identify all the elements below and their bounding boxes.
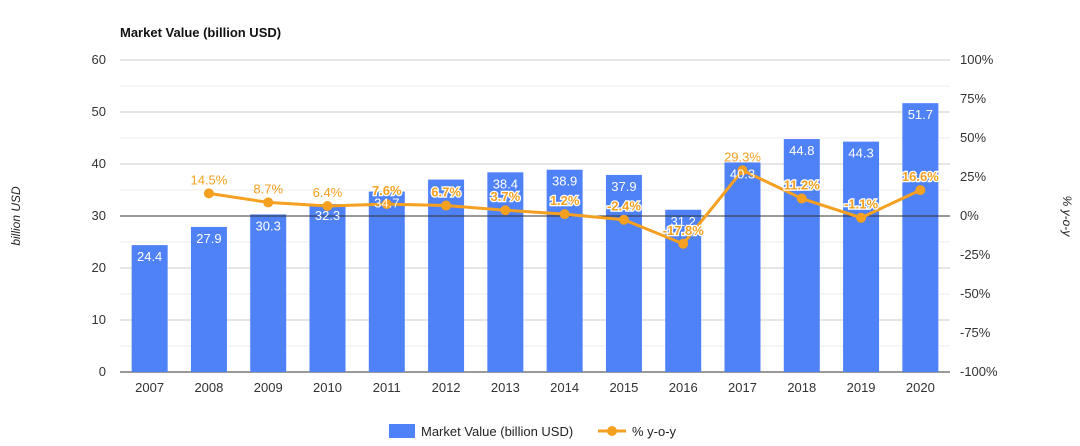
x-tick-label: 2013 [491, 380, 520, 395]
pct-point [441, 200, 452, 211]
x-tick-label: 2014 [550, 380, 579, 395]
x-tick-label: 2016 [669, 380, 698, 395]
pct-value-label: 16.6% [902, 169, 939, 184]
pct-value-label: 14.5% [190, 172, 227, 187]
bar [190, 226, 227, 372]
x-tick-label: 2011 [373, 380, 401, 395]
pct-value-label: 6.4% [313, 185, 343, 200]
pct-value-label: -1.1% [844, 197, 878, 212]
x-tick-label: 2007 [135, 380, 164, 395]
bar [724, 162, 761, 372]
bar [428, 179, 465, 372]
legend-line-label: % y-o-y [632, 424, 677, 439]
y2-axis-title: % y-o-y [1060, 196, 1074, 238]
y-tick-label: 20 [92, 260, 106, 275]
bar-value-label: 34.7 [374, 196, 399, 211]
bar-value-label: 40.3 [730, 166, 755, 181]
x-tick-label: 2015 [609, 380, 638, 395]
bar-value-label: 38.9 [552, 174, 577, 189]
pct-value-label: -2.4% [607, 199, 641, 214]
bar [605, 174, 642, 372]
y2-tick-label: -75% [960, 325, 991, 340]
bar-value-label: 30.3 [256, 218, 281, 233]
x-tick-label: 2008 [194, 380, 223, 395]
x-tick-label: 2017 [728, 380, 757, 395]
legend-bar-label: Market Value (billion USD) [421, 424, 573, 439]
bar-value-label: 31.2 [671, 214, 696, 229]
pct-point [559, 209, 570, 220]
pct-value-label: 29.3% [724, 149, 761, 164]
x-tick-label: 2012 [432, 380, 461, 395]
pct-value-label: 6.7% [431, 185, 461, 200]
x-tick-label: 2019 [847, 380, 876, 395]
bar-value-label: 24.4 [137, 249, 162, 264]
y-axis-title: billion USD [9, 186, 23, 246]
bar-series [131, 103, 939, 372]
pct-point [500, 205, 511, 216]
x-tick-label: 2020 [906, 380, 935, 395]
y2-tick-label: -25% [960, 247, 991, 262]
bar [783, 139, 820, 372]
y2-tick-label: 100% [960, 52, 994, 67]
pct-value-label: 11.2% [784, 178, 821, 193]
pct-value-label: 8.7% [253, 181, 283, 196]
bar [902, 103, 939, 372]
y2-tick-label: -100% [960, 364, 998, 379]
chart-title: Market Value (billion USD) [120, 25, 281, 40]
bar-value-label: 44.3 [848, 146, 873, 161]
x-tick-label: 2010 [313, 380, 342, 395]
y2-tick-label: -50% [960, 286, 991, 301]
pct-value-label: 7.6% [372, 183, 402, 198]
y2-tick-label: 25% [960, 169, 986, 184]
legend: Market Value (billion USD) % y-o-y [389, 424, 677, 439]
pct-point [381, 199, 392, 210]
pct-value-label: 3.7% [491, 189, 521, 204]
bar [250, 214, 287, 372]
y-tick-label: 10 [92, 312, 106, 327]
legend-line-marker [607, 426, 617, 436]
y-tick-label: 60 [92, 52, 106, 67]
pct-point [263, 197, 274, 208]
y-tick-label: 0 [99, 364, 106, 379]
x-tick-label: 2018 [787, 380, 816, 395]
pct-point [203, 188, 214, 199]
bar [309, 204, 346, 372]
y-tick-label: 50 [92, 104, 106, 119]
y-tick-label: 40 [92, 156, 106, 171]
y-tick-label: 30 [92, 208, 106, 223]
bar [131, 245, 168, 372]
y2-tick-label: 50% [960, 130, 986, 145]
pct-point [796, 193, 807, 204]
bar-value-label: 32.3 [315, 208, 340, 223]
bar-value-label: 51.7 [908, 107, 933, 122]
axis-ticks: 0 10 20 30 40 50 60 -100% -75% -50% -25% 0% 25% 50% 75… [92, 52, 998, 395]
pct-point [915, 185, 926, 196]
pct-point [322, 201, 333, 212]
pct-point [856, 212, 867, 223]
bar-value-label: 27.9 [196, 231, 221, 246]
pct-point [737, 165, 748, 176]
legend-bar-swatch [389, 424, 415, 438]
bar [843, 141, 880, 372]
bar-value-label: 38.4 [493, 176, 518, 191]
bar-value-label: 44.8 [789, 143, 814, 158]
x-tick-label: 2009 [254, 380, 283, 395]
pct-value-label: 1.2% [550, 193, 580, 208]
y2-tick-label: 75% [960, 91, 986, 106]
bar-value-label: 37.9 [611, 179, 636, 194]
pct-value-label: -17.8% [663, 223, 705, 238]
pct-point [678, 238, 689, 249]
bar [368, 191, 405, 372]
pct-point [618, 214, 629, 225]
bar [665, 209, 702, 372]
data-labels: 24.4 27.9 30.3 32.3 34.7 38.4 38.9 37.9 31.2 40.3… [137, 107, 940, 264]
bar [546, 169, 583, 372]
y2-tick-label: 0% [960, 208, 979, 223]
line-series [203, 165, 926, 249]
